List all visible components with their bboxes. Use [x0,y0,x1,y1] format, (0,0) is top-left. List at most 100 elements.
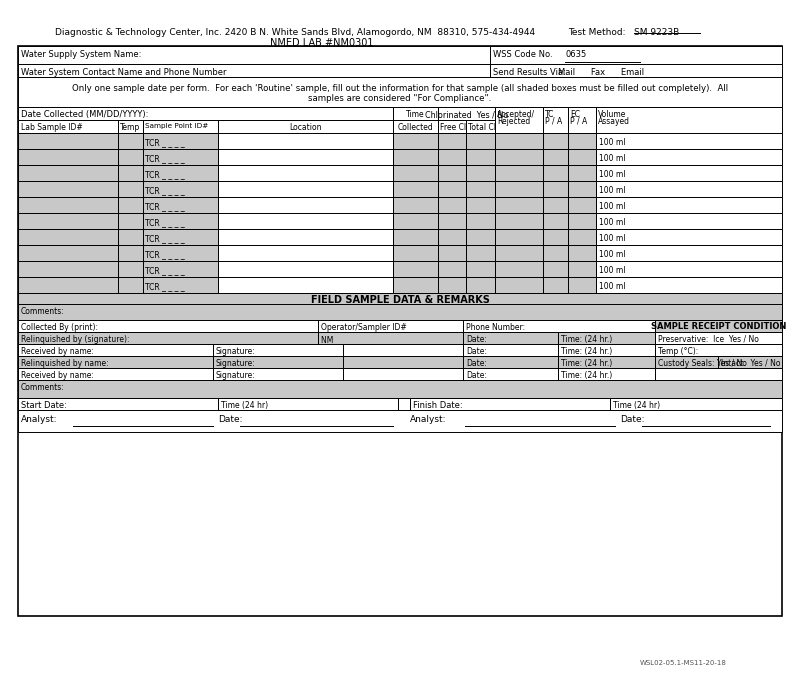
Bar [118,261,143,277]
Text: Time: (24 hr.): Time: (24 hr.) [561,347,612,356]
Text: P / A: P / A [570,117,587,126]
Text: 100 ml: 100 ml [599,170,626,179]
Bar [393,120,438,133]
Bar [218,197,393,213]
Text: Analyst:: Analyst: [21,415,58,424]
Text: samples are considered "For Compliance".: samples are considered "For Compliance". [308,94,492,103]
Bar [438,197,466,213]
Bar [568,181,596,197]
Bar [218,149,393,165]
Text: Send Results Via:: Send Results Via: [493,68,566,77]
Bar [438,245,466,261]
Bar [568,229,596,245]
Bar [18,229,782,245]
Bar [18,197,782,213]
Text: Time: Time [406,110,425,119]
Bar [218,181,393,197]
Text: 100 ml: 100 ml [599,250,626,259]
Bar [596,197,782,213]
Bar [466,213,495,229]
Text: NMED LAB #NM0301: NMED LAB #NM0301 [270,38,374,48]
Bar [495,213,543,229]
Bar [568,213,596,229]
Bar [543,245,568,261]
Bar [466,261,495,277]
Bar [18,245,118,261]
Text: Signature:: Signature: [216,347,256,356]
Bar [213,344,343,356]
Bar [495,181,543,197]
Bar [718,356,782,368]
Bar [18,46,782,616]
Bar [18,261,782,277]
Bar [18,356,782,368]
Text: 100 ml: 100 ml [599,186,626,195]
Text: Diagnostic & Technology Center, Inc. 2420 B N. White Sands Blvd, Alamogordo, NM : Diagnostic & Technology Center, Inc. 242… [55,28,535,37]
Bar [118,229,143,245]
Bar [18,181,118,197]
Text: Sample Point ID#: Sample Point ID# [145,123,208,129]
Bar [655,344,782,356]
Text: Phone Number:: Phone Number: [466,323,525,332]
Bar [18,356,213,368]
Text: Temp: Temp [120,123,140,132]
Text: Start Date:: Start Date: [21,401,67,410]
Bar [18,368,782,380]
Bar [18,165,782,181]
Bar [543,107,568,133]
Text: TCR _ _ _ _: TCR _ _ _ _ [145,186,185,195]
Bar [118,213,143,229]
Bar [18,149,782,165]
Bar [143,213,218,229]
Bar [543,133,568,149]
Bar [490,46,782,64]
Bar [143,133,218,149]
Bar [218,213,393,229]
Bar [438,277,466,293]
Bar [438,133,466,149]
Bar [596,165,782,181]
Text: Accepted/: Accepted/ [497,110,535,119]
Bar [18,181,782,197]
Text: TCR _ _ _ _: TCR _ _ _ _ [145,282,185,291]
Bar [18,398,218,410]
Bar [18,344,782,356]
Bar [543,181,568,197]
Text: Comments:: Comments: [21,307,65,316]
Text: Comments:: Comments: [21,383,65,392]
Bar [318,332,463,344]
Text: Date:: Date: [218,415,242,424]
Bar [18,368,213,380]
Text: Date:: Date: [466,359,487,368]
Bar [18,320,782,332]
Bar [18,344,213,356]
Text: TCR _ _ _ _: TCR _ _ _ _ [145,138,185,147]
Bar [218,398,398,410]
Bar [466,197,495,213]
Text: Collected By (print):: Collected By (print): [21,323,98,332]
Bar [218,277,393,293]
Text: Intact:  Yes / No: Intact: Yes / No [721,359,781,368]
Bar [18,245,782,261]
Text: Operator/Sampler ID#: Operator/Sampler ID# [321,323,406,332]
Bar [558,368,655,380]
Bar [18,133,118,149]
Bar [463,332,558,344]
Bar [596,213,782,229]
Bar [393,197,438,213]
Bar [543,149,568,165]
Bar [143,261,218,277]
Bar [18,64,782,77]
Bar [463,356,558,368]
Text: Date:: Date: [620,415,645,424]
Bar [495,149,543,165]
Bar [596,149,782,165]
Text: Date:: Date: [466,335,487,344]
Bar [438,120,466,133]
Bar [466,120,495,133]
Bar [18,213,782,229]
Bar [18,107,782,133]
Bar [495,107,543,133]
Bar [393,149,438,165]
Text: Preservative:  Ice  Yes / No: Preservative: Ice Yes / No [658,335,759,344]
